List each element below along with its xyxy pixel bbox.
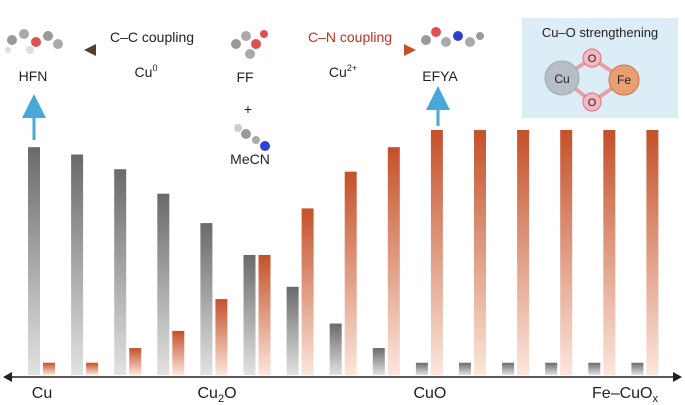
bar bbox=[344, 171, 357, 375]
x-label: Cu2O bbox=[197, 385, 236, 405]
bar bbox=[372, 348, 385, 375]
x-label-sub: 2 bbox=[218, 393, 224, 405]
x-label-part: O bbox=[224, 385, 236, 402]
bar bbox=[517, 130, 530, 375]
inset-title: Cu–O strengthening bbox=[542, 25, 658, 40]
bar bbox=[200, 223, 213, 375]
ff-molecule bbox=[231, 30, 268, 59]
mecn-molecule bbox=[234, 124, 270, 151]
bar bbox=[387, 147, 400, 375]
x-label-part: Cu bbox=[197, 385, 217, 402]
bar bbox=[415, 362, 428, 375]
bar bbox=[286, 286, 299, 375]
bar bbox=[588, 362, 601, 375]
atom bbox=[608, 64, 640, 96]
bar bbox=[631, 362, 644, 375]
cc-arrow-head bbox=[84, 44, 96, 56]
bar bbox=[243, 254, 256, 375]
hfn-molecule bbox=[5, 29, 63, 54]
bar bbox=[71, 154, 84, 375]
atom bbox=[582, 92, 602, 112]
reactant: FF bbox=[236, 69, 253, 85]
atom bbox=[582, 48, 602, 68]
bar bbox=[301, 208, 314, 375]
bar bbox=[459, 362, 471, 375]
bar bbox=[474, 130, 486, 375]
bar bbox=[215, 299, 228, 375]
atom bbox=[544, 60, 580, 96]
atom-label: Fe bbox=[617, 73, 631, 87]
bar bbox=[430, 130, 443, 375]
atom-label: O bbox=[588, 97, 597, 109]
x-label-part: Fe–CuO bbox=[592, 385, 652, 402]
bar bbox=[545, 362, 558, 375]
bar bbox=[114, 169, 127, 375]
product-left: HFN bbox=[19, 68, 48, 84]
cc-catalyst: Cu0 bbox=[135, 63, 158, 80]
atom-label: O bbox=[588, 53, 597, 65]
bar bbox=[258, 254, 271, 375]
bar bbox=[43, 362, 55, 375]
cn-label: C–N coupling bbox=[308, 29, 392, 45]
x-label: Fe–CuOx bbox=[592, 385, 658, 405]
bar bbox=[86, 362, 99, 375]
bar bbox=[560, 130, 573, 375]
bar bbox=[28, 147, 40, 375]
co-reactant: MeCN bbox=[230, 151, 270, 167]
x-label: CuO bbox=[413, 385, 446, 402]
product-right: EFYA bbox=[422, 68, 458, 84]
inset: Cu–O strengthening Cu O Fe O bbox=[522, 18, 678, 118]
cc-label: C–C coupling bbox=[110, 29, 194, 45]
bars bbox=[28, 130, 659, 375]
x-label-sub: x bbox=[652, 393, 658, 405]
bar bbox=[502, 362, 515, 375]
plus: + bbox=[244, 101, 252, 117]
bar bbox=[329, 323, 342, 375]
x-label: Cu bbox=[32, 385, 52, 402]
bar bbox=[646, 130, 659, 375]
reaction-scheme: HFN C–C coupling Cu0 FF C–N coupling Cu2… bbox=[5, 27, 484, 167]
labels: Cu Cu2O CuO Fe–CuOx bbox=[32, 385, 659, 405]
cn-catalyst: Cu2+ bbox=[329, 63, 357, 80]
atom-label: Cu bbox=[554, 72, 569, 86]
cn-arrow-head bbox=[404, 44, 416, 56]
bar bbox=[172, 330, 185, 375]
bar bbox=[157, 193, 170, 375]
efya-molecule bbox=[421, 27, 484, 47]
bar bbox=[603, 130, 616, 375]
bar bbox=[129, 348, 142, 375]
